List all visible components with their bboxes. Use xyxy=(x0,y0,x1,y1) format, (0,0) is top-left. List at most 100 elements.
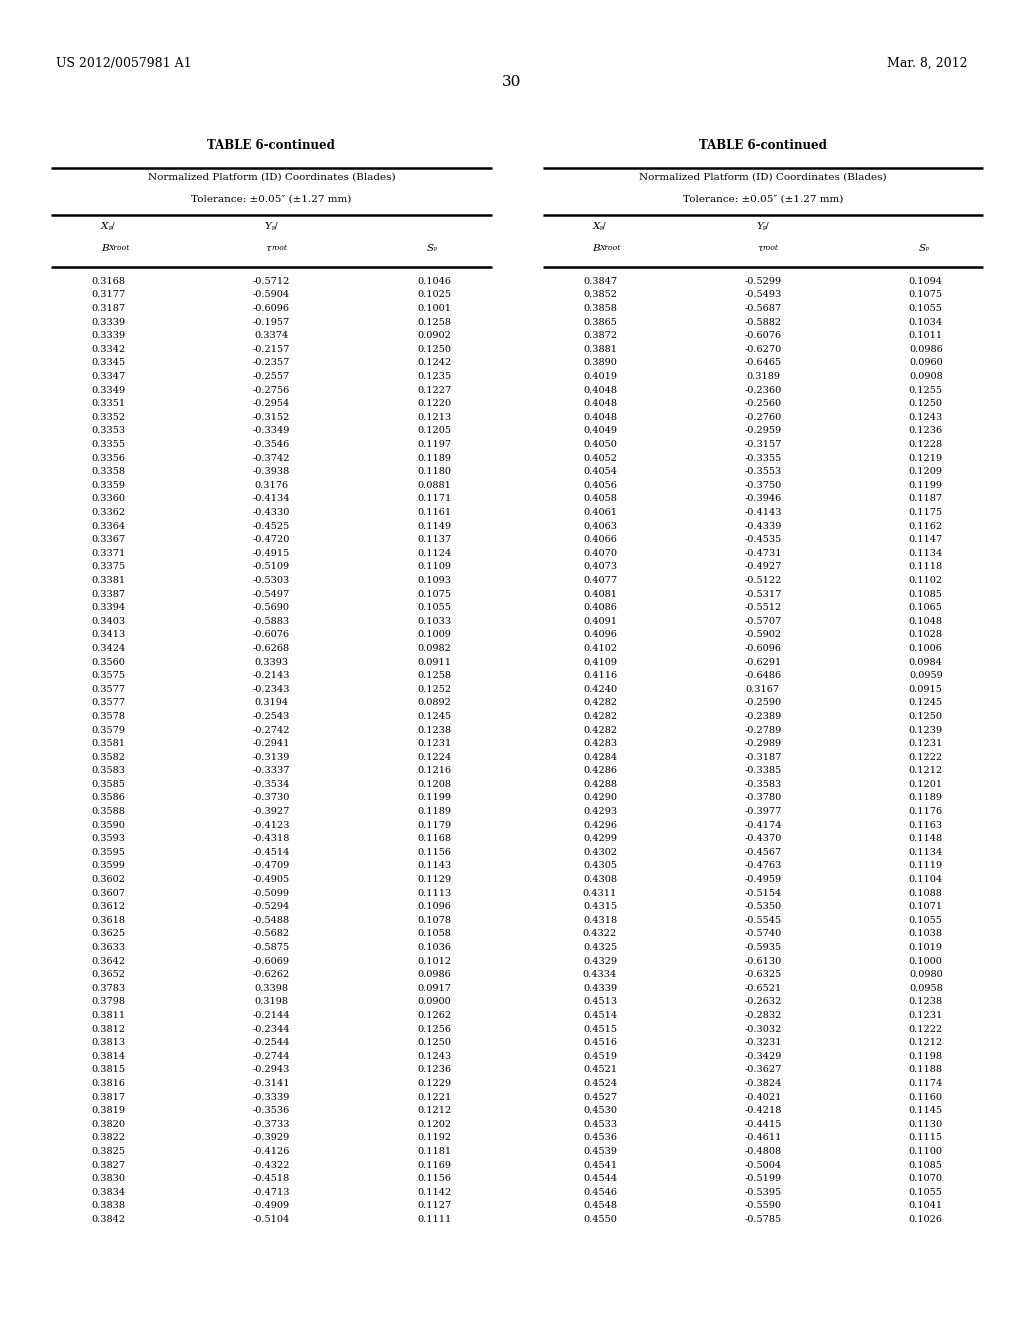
Text: Xroot: Xroot xyxy=(109,244,130,252)
Text: 0.4527: 0.4527 xyxy=(583,1093,617,1102)
Text: 0.1075: 0.1075 xyxy=(417,590,452,598)
Text: -0.5488: -0.5488 xyxy=(253,916,290,925)
Text: -0.3927: -0.3927 xyxy=(253,807,290,816)
Text: -0.3157: -0.3157 xyxy=(744,440,781,449)
Text: 0.3168: 0.3168 xyxy=(91,277,126,286)
Text: 0.3582: 0.3582 xyxy=(91,752,126,762)
Text: 0.1143: 0.1143 xyxy=(417,862,452,870)
Text: 0.3339: 0.3339 xyxy=(91,318,126,326)
Text: -0.5317: -0.5317 xyxy=(744,590,781,598)
Text: 0.1231: 0.1231 xyxy=(908,1011,943,1020)
Text: 0.3167: 0.3167 xyxy=(745,685,780,694)
Text: 0.3177: 0.3177 xyxy=(91,290,126,300)
Text: 0.3349: 0.3349 xyxy=(91,385,126,395)
Text: 0.3585: 0.3585 xyxy=(91,780,125,789)
Text: ₚ/: ₚ/ xyxy=(109,222,115,231)
Text: 0.3403: 0.3403 xyxy=(91,616,126,626)
Text: 0.3194: 0.3194 xyxy=(254,698,289,708)
Text: 0.1212: 0.1212 xyxy=(908,767,943,775)
Text: -0.5099: -0.5099 xyxy=(253,888,290,898)
Text: 0.4334: 0.4334 xyxy=(583,970,617,979)
Text: 0.4058: 0.4058 xyxy=(583,495,616,503)
Text: -0.3553: -0.3553 xyxy=(744,467,781,477)
Text: -0.2344: -0.2344 xyxy=(253,1024,290,1034)
Text: 0.3602: 0.3602 xyxy=(91,875,126,884)
Text: 0.1255: 0.1255 xyxy=(908,385,943,395)
Text: 0.1096: 0.1096 xyxy=(418,903,452,911)
Text: -0.3337: -0.3337 xyxy=(253,767,290,775)
Text: 0.0908: 0.0908 xyxy=(909,372,943,381)
Text: 0.1220: 0.1220 xyxy=(417,399,452,408)
Text: 0.3652: 0.3652 xyxy=(91,970,126,979)
Text: -0.2590: -0.2590 xyxy=(744,698,781,708)
Text: 0.3393: 0.3393 xyxy=(254,657,289,667)
Text: -0.4959: -0.4959 xyxy=(744,875,781,884)
Text: 0.4286: 0.4286 xyxy=(583,767,617,775)
Text: 0.1130: 0.1130 xyxy=(908,1119,943,1129)
Text: -0.4525: -0.4525 xyxy=(253,521,290,531)
Text: 0.1180: 0.1180 xyxy=(417,467,452,477)
Text: 0.3881: 0.3881 xyxy=(583,345,617,354)
Text: -0.2632: -0.2632 xyxy=(744,998,781,1006)
Text: 0.1055: 0.1055 xyxy=(418,603,452,612)
Text: 0.1048: 0.1048 xyxy=(908,616,943,626)
Text: 0.4049: 0.4049 xyxy=(583,426,617,436)
Text: B: B xyxy=(100,244,109,253)
Text: 0.1231: 0.1231 xyxy=(908,739,943,748)
Text: 0.1213: 0.1213 xyxy=(417,413,452,422)
Text: 0.1199: 0.1199 xyxy=(417,793,452,803)
Text: 0.0892: 0.0892 xyxy=(418,698,452,708)
Text: Normalized Platform (ID) Coordinates (Blades): Normalized Platform (ID) Coordinates (Bl… xyxy=(639,173,887,182)
Text: -0.3824: -0.3824 xyxy=(744,1078,781,1088)
Text: 0.3586: 0.3586 xyxy=(91,793,125,803)
Text: 0.3825: 0.3825 xyxy=(91,1147,126,1156)
Text: 0.1156: 0.1156 xyxy=(417,1175,452,1183)
Text: 0.3176: 0.3176 xyxy=(254,480,289,490)
Text: -0.5294: -0.5294 xyxy=(253,903,290,911)
Text: 0.4311: 0.4311 xyxy=(583,888,617,898)
Text: 0.1192: 0.1192 xyxy=(417,1134,452,1142)
Text: -0.5687: -0.5687 xyxy=(744,304,781,313)
Text: 0.4048: 0.4048 xyxy=(583,399,617,408)
Text: 0.1198: 0.1198 xyxy=(908,1052,943,1061)
Text: -0.3152: -0.3152 xyxy=(253,413,290,422)
Text: 0.3819: 0.3819 xyxy=(91,1106,126,1115)
Text: -0.6076: -0.6076 xyxy=(744,331,781,341)
Text: -0.4126: -0.4126 xyxy=(253,1147,290,1156)
Text: 0.1181: 0.1181 xyxy=(417,1147,452,1156)
Text: -0.2744: -0.2744 xyxy=(253,1052,290,1061)
Text: -0.2543: -0.2543 xyxy=(253,711,290,721)
Text: 0.1093: 0.1093 xyxy=(417,576,452,585)
Text: 0.1175: 0.1175 xyxy=(908,508,943,517)
Text: -0.4330: -0.4330 xyxy=(253,508,290,517)
Text: -0.5882: -0.5882 xyxy=(744,318,781,326)
Text: -0.5883: -0.5883 xyxy=(253,616,290,626)
Text: 0.1188: 0.1188 xyxy=(908,1065,943,1074)
Text: 0.1236: 0.1236 xyxy=(908,426,943,436)
Text: -0.4514: -0.4514 xyxy=(253,847,290,857)
Text: -0.4322: -0.4322 xyxy=(253,1160,290,1170)
Text: 0.1104: 0.1104 xyxy=(908,875,943,884)
Text: 0.4521: 0.4521 xyxy=(583,1065,617,1074)
Text: -0.2789: -0.2789 xyxy=(744,726,781,734)
Text: Normalized Platform (ID) Coordinates (Blades): Normalized Platform (ID) Coordinates (Bl… xyxy=(147,173,395,182)
Text: 0.4302: 0.4302 xyxy=(583,847,617,857)
Text: 0.1160: 0.1160 xyxy=(908,1093,943,1102)
Text: 0.4102: 0.4102 xyxy=(583,644,617,653)
Text: 0.3353: 0.3353 xyxy=(91,426,126,436)
Text: 0.3359: 0.3359 xyxy=(91,480,126,490)
Text: 0.4073: 0.4073 xyxy=(583,562,617,572)
Text: 0.1250: 0.1250 xyxy=(417,345,452,354)
Text: -0.3730: -0.3730 xyxy=(253,793,290,803)
Text: -0.3349: -0.3349 xyxy=(253,426,290,436)
Text: -0.2756: -0.2756 xyxy=(253,385,290,395)
Text: 0.0959: 0.0959 xyxy=(909,671,943,680)
Text: 0.3607: 0.3607 xyxy=(91,888,126,898)
Text: 0.3820: 0.3820 xyxy=(91,1119,126,1129)
Text: 0.1025: 0.1025 xyxy=(417,290,452,300)
Text: 0.3852: 0.3852 xyxy=(583,290,617,300)
Text: -0.3546: -0.3546 xyxy=(253,440,290,449)
Text: 0.4288: 0.4288 xyxy=(583,780,617,789)
Text: 0.1134: 0.1134 xyxy=(908,847,943,857)
Text: τ: τ xyxy=(265,244,271,253)
